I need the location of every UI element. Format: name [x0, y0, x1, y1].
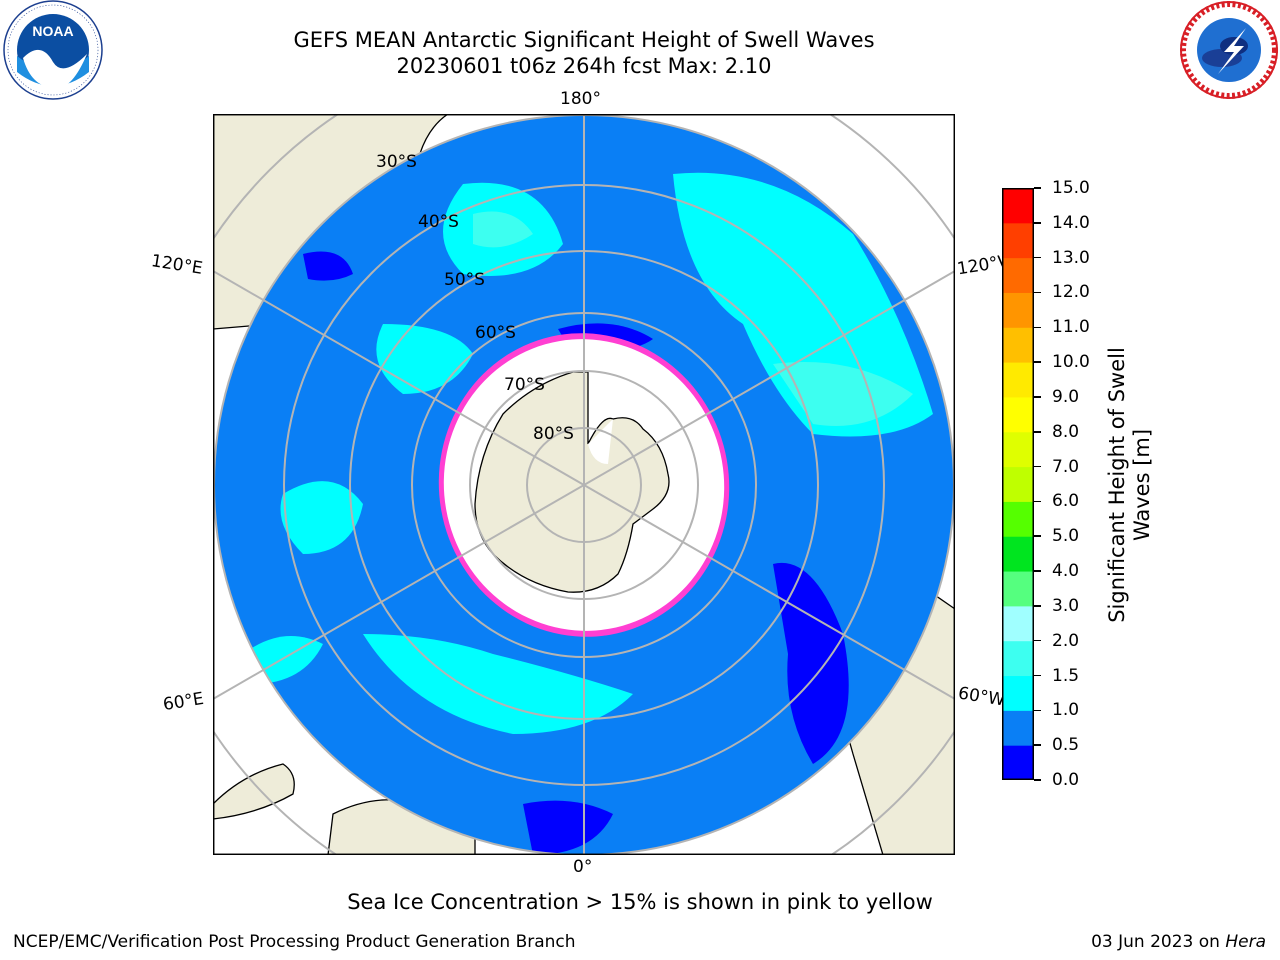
colorbar-tick-label: 11.0 — [1052, 317, 1090, 338]
lon-label-60w: 60°W — [956, 683, 1007, 711]
colorbar-tick-label: 4.0 — [1052, 561, 1080, 582]
date-text: 03 Jun 2023 on — [1091, 932, 1226, 952]
antarctica-land — [474, 371, 670, 593]
colorbar-bin — [1002, 536, 1034, 572]
colorbar-tick-label: 3.0 — [1052, 595, 1080, 616]
colorbar-tick-mark — [1034, 639, 1041, 642]
colorbar-bin — [1002, 675, 1034, 711]
colorbar-bin — [1002, 431, 1034, 468]
colorbar-bin — [1002, 710, 1034, 746]
colorbar-tick-label: 10.0 — [1052, 352, 1090, 373]
colorbar-tick-mark — [1034, 187, 1041, 189]
nws-logo-icon — [1180, 1, 1278, 99]
colorbar-bin — [1002, 362, 1034, 398]
lat-label-80s: 80°S — [533, 424, 574, 444]
lat-label-60s: 60°S — [475, 323, 516, 343]
colorbar-bin — [1002, 396, 1034, 433]
chart-subtitle: 20230601 t06z 264h fcst Max: 2.10 — [396, 54, 772, 78]
colorbar-tick-mark — [1034, 431, 1041, 433]
machine-name: Hera — [1225, 932, 1266, 952]
lon-label-180: 180° — [560, 89, 601, 109]
lon-label-120e: 120°E — [149, 251, 204, 279]
colorbar-tick-mark — [1034, 709, 1041, 712]
polar-map-canvas — [138, 39, 1030, 931]
colorbar-tick-label: 1.0 — [1052, 700, 1080, 721]
lat-label-40s: 40°S — [418, 212, 459, 232]
polar-map — [138, 39, 1030, 931]
colorbar-tick-label: 7.0 — [1052, 456, 1080, 477]
colorbar-tick-mark — [1034, 674, 1041, 677]
colorbar-bin — [1002, 257, 1034, 293]
colorbar-tick-mark — [1034, 465, 1041, 468]
colorbar-bin — [1002, 745, 1034, 780]
colorbar-tick-mark — [1034, 779, 1041, 781]
colorbar-tick-label: 1.5 — [1052, 665, 1080, 686]
chart-title: GEFS MEAN Antarctic Significant Height o… — [293, 28, 875, 52]
lat-label-50s: 50°S — [444, 270, 485, 290]
colorbar-tick-mark — [1034, 396, 1041, 398]
colorbar-bin — [1002, 605, 1034, 642]
colorbar-tick-label: 0.0 — [1052, 770, 1080, 790]
lon-label-60e: 60°E — [161, 688, 206, 716]
colorbar-bin — [1002, 222, 1034, 259]
sea-ice-note: Sea Ice Concentration > 15% is shown in … — [347, 890, 933, 914]
noaa-logo-text: NOAA — [32, 23, 73, 39]
colorbar-tick-label: 6.0 — [1052, 491, 1080, 512]
colorbar-tick-label: 12.0 — [1052, 282, 1090, 303]
credit-text: NCEP/EMC/Verification Post Processing Pr… — [13, 932, 576, 952]
colorbar-bin — [1002, 188, 1034, 224]
colorbar-tick-label: 13.0 — [1052, 247, 1090, 268]
colorbar-tick-mark — [1034, 361, 1041, 363]
lat-label-70s: 70°S — [504, 375, 545, 395]
colorbar-bin — [1002, 327, 1034, 363]
colorbar-label-line1: Significant Height of Swell — [1105, 347, 1129, 623]
colorbar-tick-label: 5.0 — [1052, 526, 1080, 547]
lon-label-0: 0° — [573, 857, 593, 877]
colorbar-tick-mark — [1034, 570, 1041, 572]
date-stamp: 03 Jun 2023 on Hera — [1091, 932, 1266, 952]
colorbar-tick-label: 8.0 — [1052, 421, 1080, 442]
colorbar-tick-mark — [1034, 605, 1041, 607]
colorbar-tick-mark — [1034, 291, 1041, 294]
colorbar-tick-mark — [1034, 535, 1041, 537]
colorbar-label: Significant Height of Swell Waves [m] — [1105, 347, 1155, 623]
colorbar-bin — [1002, 292, 1034, 328]
colorbar-tick-mark — [1034, 256, 1041, 259]
colorbar-tick-label: 9.0 — [1052, 386, 1080, 407]
colorbar — [1002, 188, 1034, 780]
noaa-logo-icon: NOAA — [3, 0, 103, 100]
colorbar-tick-mark — [1034, 500, 1041, 503]
colorbar-bin — [1002, 571, 1034, 607]
madagascar-land — [213, 763, 295, 820]
colorbar-tick-mark — [1034, 326, 1041, 329]
colorbar-tick-label: 0.5 — [1052, 735, 1080, 756]
colorbar-tick-mark — [1034, 222, 1041, 224]
lat-label-30s: 30°S — [376, 152, 417, 172]
colorbar-tick-label: 14.0 — [1052, 212, 1090, 233]
colorbar-bin — [1002, 501, 1034, 537]
colorbar-bin — [1002, 466, 1034, 502]
colorbar-label-line2: Waves [m] — [1130, 428, 1154, 542]
colorbar-bin — [1002, 640, 1034, 677]
colorbar-tick-label: 2.0 — [1052, 630, 1080, 651]
colorbar-tick-mark — [1034, 744, 1041, 746]
colorbar-tick-label: 15.0 — [1052, 178, 1090, 198]
